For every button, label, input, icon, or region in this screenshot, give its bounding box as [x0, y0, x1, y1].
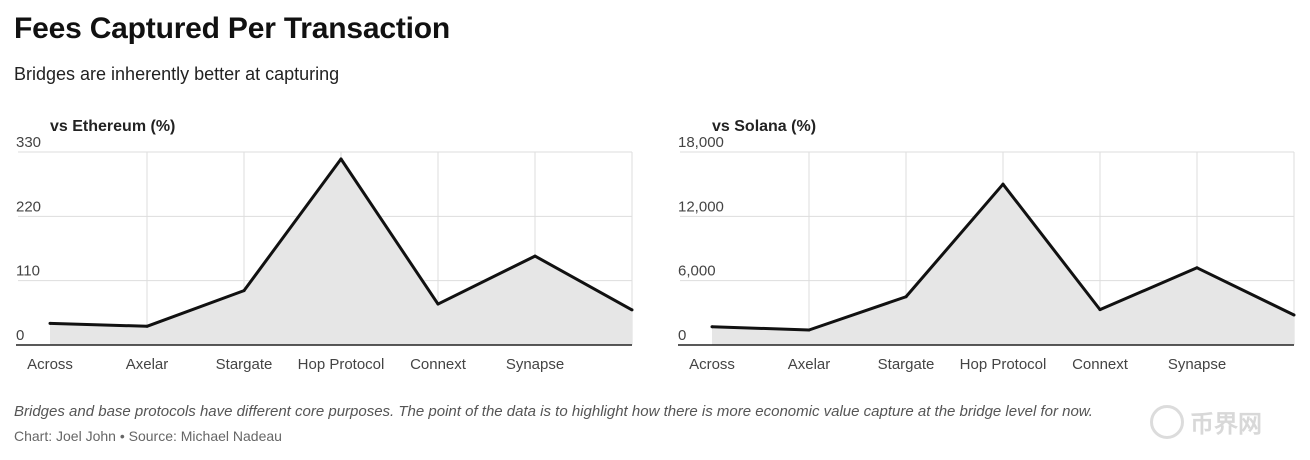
x-tick-label: Axelar — [788, 356, 831, 373]
chart-title: Fees Captured Per Transaction — [14, 12, 451, 45]
data-point — [339, 157, 343, 161]
data-point — [710, 325, 714, 329]
y-tick-label: 12,000 — [678, 198, 724, 215]
chart-subtitle: Bridges are inherently better at capturi… — [14, 64, 340, 84]
data-point — [436, 302, 440, 306]
x-tick-label: Across — [27, 356, 73, 373]
coin-logo-icon — [1150, 404, 1184, 439]
x-tick-label: Connext — [1072, 356, 1129, 373]
data-point — [242, 289, 246, 293]
data-point — [533, 254, 537, 258]
data-point — [1292, 313, 1296, 317]
data-point — [630, 308, 634, 312]
watermark-text: 币界网 — [1190, 411, 1262, 438]
data-point — [48, 321, 52, 325]
credit-line: Chart: Joel John • Source: Michael Nadea… — [14, 428, 282, 444]
x-tick-label: Across — [689, 356, 735, 373]
series-area — [712, 184, 1294, 345]
data-point — [904, 295, 908, 299]
watermark: 币界网 — [1150, 404, 1262, 439]
y-tick-label: 220 — [16, 198, 41, 215]
data-point — [145, 324, 149, 328]
data-point — [1195, 266, 1199, 270]
y-tick-label: 110 — [16, 263, 40, 280]
x-tick-label: Synapse — [1168, 356, 1226, 373]
series-area — [50, 159, 632, 345]
data-point — [1098, 308, 1102, 312]
x-tick-label: Stargate — [216, 356, 273, 373]
x-tick-label: Hop Protocol — [298, 356, 385, 373]
y-tick-label: 18,000 — [678, 134, 724, 151]
y-tick-label: 0 — [678, 327, 686, 344]
x-tick-label: Hop Protocol — [960, 356, 1047, 373]
ethereum-chart: vs Ethereum (%) 0 110 220 330 Across Axelar Sta… — [0, 108, 648, 388]
x-tick-label: Stargate — [878, 356, 935, 373]
solana-chart: vs Solana (%) 0 6,000 12,000 18,000 Across Axe… — [662, 108, 1310, 388]
data-point — [1001, 182, 1005, 186]
footnote: Bridges and base protocols have differen… — [14, 403, 1093, 420]
x-tick-label: Synapse — [506, 356, 564, 373]
y-tick-label: 0 — [16, 327, 24, 344]
data-point — [807, 328, 811, 332]
panel-title: vs Ethereum (%) — [50, 118, 175, 135]
x-tick-label: Connext — [410, 356, 467, 373]
chart-svg: vs Ethereum (%) 0 110 220 330 Across Axelar Sta… — [16, 118, 634, 373]
chart-svg: vs Solana (%) 0 6,000 12,000 18,000 Across Axe… — [678, 118, 1296, 373]
panel-title: vs Solana (%) — [712, 118, 816, 135]
y-tick-label: 330 — [16, 134, 41, 151]
x-tick-label: Axelar — [126, 356, 169, 373]
y-tick-label: 6,000 — [678, 263, 716, 280]
